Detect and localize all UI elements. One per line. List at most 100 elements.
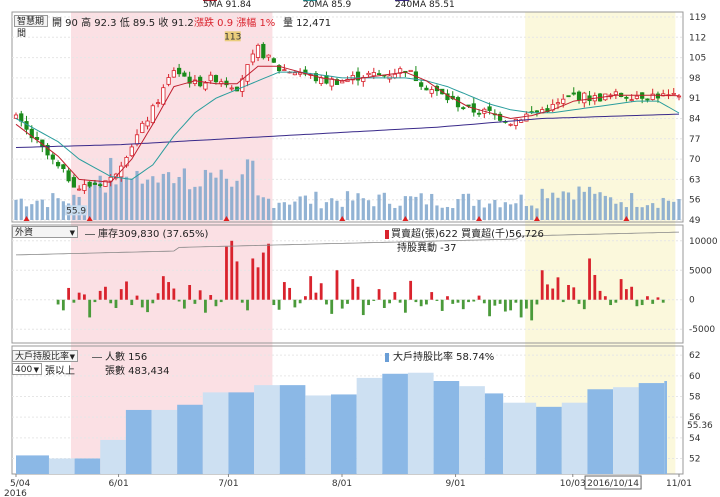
foreign-buy-bar — [188, 285, 192, 300]
volume-bar — [235, 180, 239, 220]
price-tick-label: 84 — [689, 115, 701, 125]
holder-selector[interactable]: 大戶持股比率 ▼ — [12, 350, 78, 362]
volume-bar — [466, 193, 471, 220]
volume-bar — [640, 207, 644, 220]
candle-down — [476, 112, 482, 115]
foreign-buy-bar — [551, 288, 555, 300]
holder-step — [254, 385, 280, 474]
candle-up — [524, 113, 529, 122]
foreign-sell-bar — [361, 299, 365, 316]
volume-bar — [393, 207, 397, 220]
candle-down — [45, 144, 50, 156]
volume-bar — [156, 182, 160, 220]
candle-down — [50, 154, 55, 160]
foreign-buy-bar — [603, 296, 607, 300]
volume-bar — [214, 177, 218, 220]
event-marker — [23, 216, 30, 221]
volume-bar — [93, 181, 97, 220]
price-tick-label: 119 — [689, 13, 706, 23]
volume-bar — [309, 203, 313, 220]
threshold-select[interactable]: 400 ▼ — [12, 363, 42, 375]
foreign-buy-bar — [377, 289, 381, 300]
x-tick-label: 5/04 — [10, 479, 30, 489]
candle-up — [650, 93, 655, 100]
x-year-label: 2016 — [4, 489, 27, 497]
volume-bar — [135, 170, 139, 220]
volume-bar — [545, 198, 550, 220]
volume-bar — [251, 160, 255, 220]
holder-step — [177, 404, 203, 474]
event-marker — [339, 216, 346, 221]
holder-step — [279, 385, 306, 474]
panel-frame — [11, 11, 684, 223]
foreign-sell-bar — [130, 299, 134, 306]
threshold-value: 400 — [15, 365, 33, 375]
foreign-buy-bar — [598, 290, 602, 300]
holder-tick-label: 52 — [689, 455, 700, 465]
candle-up — [292, 72, 297, 76]
price-tick-label: 112 — [689, 33, 706, 43]
volume-bar — [56, 198, 60, 220]
holder-ratio: 大戶持股比率 58.74% — [385, 348, 494, 363]
foreign-sell-bar — [388, 299, 391, 304]
foreign-buy-bar — [409, 280, 413, 300]
volume-bar — [177, 176, 181, 220]
volume-bar — [566, 192, 571, 220]
candle-up — [282, 69, 287, 72]
holder-tick-label: 54 — [689, 434, 701, 444]
candle-up — [634, 95, 640, 99]
x-tick-label: 8/01 — [332, 479, 352, 489]
candle-up — [298, 72, 303, 75]
foreign-selector[interactable]: 外資 ▼ — [12, 226, 78, 238]
volume-bar — [656, 207, 660, 220]
holder-step — [536, 406, 562, 474]
volume-bar — [266, 198, 271, 220]
volume-bar — [445, 206, 450, 220]
candle-up — [108, 176, 113, 182]
volume-bar — [472, 205, 476, 220]
volume-bar — [319, 208, 323, 220]
high-marker-label: 113 — [224, 32, 241, 42]
foreign-buy-bar — [314, 292, 318, 300]
foreign-sell-bar — [219, 299, 223, 303]
foreign-sell-bar — [640, 299, 644, 306]
volume-bar — [519, 194, 523, 220]
foreign-sell-bar — [214, 299, 218, 307]
candle-down — [419, 82, 424, 87]
foreign-sell-bar — [614, 299, 618, 303]
volume-bar — [30, 204, 34, 220]
candle-down — [497, 113, 503, 121]
holder-step — [331, 394, 357, 474]
foreign-sell-bar — [577, 299, 581, 304]
volume-bar — [666, 200, 671, 220]
foreign-buy-bar — [251, 258, 255, 300]
candle-up — [582, 92, 587, 104]
volume-bar — [151, 176, 155, 220]
holder-tick-label: 62 — [689, 351, 700, 361]
holder-step — [305, 395, 332, 474]
holding-change-text: 持股異動 -37 — [397, 243, 457, 254]
ratio-text: 大戶持股比率 58.74% — [393, 352, 495, 363]
candle-down — [355, 71, 361, 81]
period-box[interactable]: 智慧期間 — [14, 15, 48, 39]
volume-bar — [451, 208, 455, 220]
volume-bar — [103, 192, 108, 220]
foreign-sell-bar — [109, 299, 113, 304]
price-info: 開 90 高 92.3 低 89.5 收 91.2 — [52, 14, 194, 29]
foreign-buy-bar — [588, 258, 591, 300]
holder-selector-label: 大戶持股比率 — [15, 352, 70, 362]
foreign-buy-bar — [282, 282, 286, 300]
holder-step — [484, 393, 504, 474]
candle-up — [250, 53, 255, 63]
chevron-down-icon: ▼ — [33, 366, 39, 374]
candle-up — [408, 69, 413, 73]
volume-bar — [230, 186, 234, 220]
foreign-sell-bar — [372, 299, 376, 301]
volume-bar — [14, 199, 18, 220]
foreign-sell-bar — [398, 299, 402, 303]
volume-bar — [672, 201, 676, 220]
foreign-sell-bar — [419, 299, 423, 307]
change-text: 漲跌 0.9 漲幅 1% — [194, 18, 276, 29]
volume-bar — [45, 207, 50, 220]
holder-step — [125, 409, 152, 474]
